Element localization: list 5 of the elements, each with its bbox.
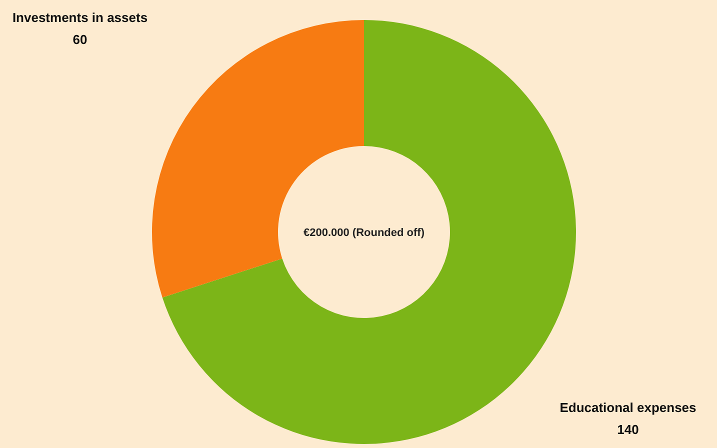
slice-label: Investments in assets bbox=[12, 10, 148, 25]
data-label: 140 bbox=[617, 422, 639, 437]
slice-label: Educational expenses bbox=[560, 400, 696, 415]
text: €200.000 (Rounded off) bbox=[303, 227, 425, 239]
data-label: 60 bbox=[72, 32, 88, 47]
